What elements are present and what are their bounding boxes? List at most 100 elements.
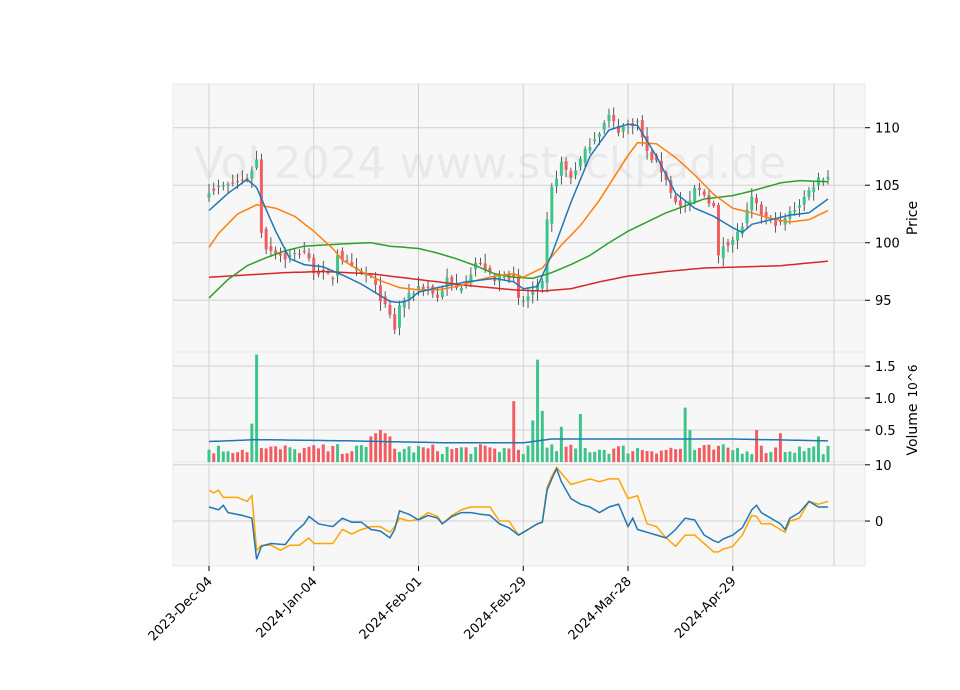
volume-tick-label: 1.0 (875, 392, 896, 407)
volume-bar (221, 451, 225, 462)
volume-bar (555, 451, 559, 462)
volume-bar (226, 451, 230, 462)
candle-body (588, 147, 592, 151)
candle-body (569, 170, 573, 178)
candle-body (602, 123, 606, 130)
candle-body (283, 252, 287, 260)
volume-bar (702, 445, 706, 462)
candle-body (236, 181, 240, 183)
candle-body (336, 254, 340, 276)
volume-bar (402, 448, 406, 462)
volume-bar (255, 354, 259, 462)
volume-bar (264, 448, 268, 462)
volume-bar (340, 453, 344, 462)
volume-bar (774, 447, 778, 462)
candle-body (297, 253, 301, 255)
candle-body (426, 286, 430, 288)
volume-bar (659, 450, 663, 462)
candle-body (717, 204, 720, 256)
volume-bar (488, 447, 492, 462)
volume-bar (207, 449, 211, 462)
volume-bar (778, 433, 782, 462)
candlesticks (207, 107, 830, 336)
candle-body (269, 246, 273, 251)
candle-body (764, 212, 768, 217)
candle-body (240, 179, 244, 181)
candle-body (621, 126, 625, 132)
candle-body (321, 269, 325, 272)
candle-body (440, 290, 444, 298)
price-panel-background (172, 83, 866, 353)
candle-body (793, 209, 797, 212)
candle-body (559, 161, 563, 176)
volume-bar (388, 436, 392, 462)
watermark-text: Vol 2024 www.stockpad.de (194, 138, 786, 189)
volume-bar (317, 448, 320, 462)
candle-body (640, 120, 644, 138)
candle-body (531, 290, 535, 295)
volume-bar (636, 448, 640, 462)
candle-body (259, 159, 263, 233)
price-tick-label: 105 (875, 179, 900, 194)
volume-bar (593, 451, 597, 462)
volume-bar (640, 450, 644, 462)
candle-body (755, 197, 759, 204)
ma-long-line (208, 260, 829, 292)
candle-body (521, 300, 525, 303)
volume-bar (293, 449, 297, 462)
candle-body (393, 314, 397, 330)
volume-bar (493, 448, 497, 462)
candle-body (540, 280, 544, 289)
volume-bar (359, 445, 363, 462)
volume-bar (497, 452, 501, 462)
volume-bar (621, 445, 625, 462)
volume-bar (536, 359, 540, 462)
volume-bar (726, 447, 730, 462)
price-tick-label: 95 (875, 294, 892, 309)
volume-bar (807, 447, 811, 462)
candle-body (574, 170, 578, 175)
candle-body (436, 294, 440, 298)
candle-body (340, 250, 344, 260)
candle-body (488, 267, 492, 272)
volume-bar (617, 446, 620, 462)
volume-bar (674, 449, 678, 462)
volume-bar (540, 410, 544, 462)
candle-body (350, 262, 354, 266)
volume-bar (212, 453, 216, 462)
volume-bar (217, 445, 220, 462)
candle-body (231, 182, 235, 184)
candle-body (778, 220, 782, 222)
candle-body (564, 161, 568, 170)
volume-bar (464, 447, 468, 462)
volume-bar (350, 451, 354, 462)
candle-body (731, 239, 735, 245)
volume-bar (626, 453, 630, 462)
volume-bar (355, 445, 359, 462)
volume-bar (793, 452, 797, 462)
candle-body (221, 185, 225, 187)
candle-body (483, 263, 487, 270)
volume-bars (207, 354, 830, 462)
volume-bar (236, 452, 240, 462)
candle-body (226, 183, 230, 186)
candle-body (455, 282, 459, 289)
volume-bar (288, 447, 292, 462)
volume-tick-label: 1.5 (875, 360, 896, 375)
volume-bar (717, 445, 720, 462)
candle-body (207, 193, 211, 198)
volume-bar (445, 446, 449, 462)
volume-bar (578, 414, 582, 462)
candle-body (812, 187, 816, 192)
volume-bar (364, 446, 368, 462)
candle-body (331, 277, 335, 280)
candle-body (707, 195, 711, 204)
candle-body (750, 196, 754, 211)
volume-bar (588, 452, 592, 462)
volume-bar (759, 445, 763, 462)
volume-axis-label: Volume10^6 (905, 364, 921, 455)
volume-bar (664, 449, 668, 462)
volume-bar (688, 430, 692, 462)
